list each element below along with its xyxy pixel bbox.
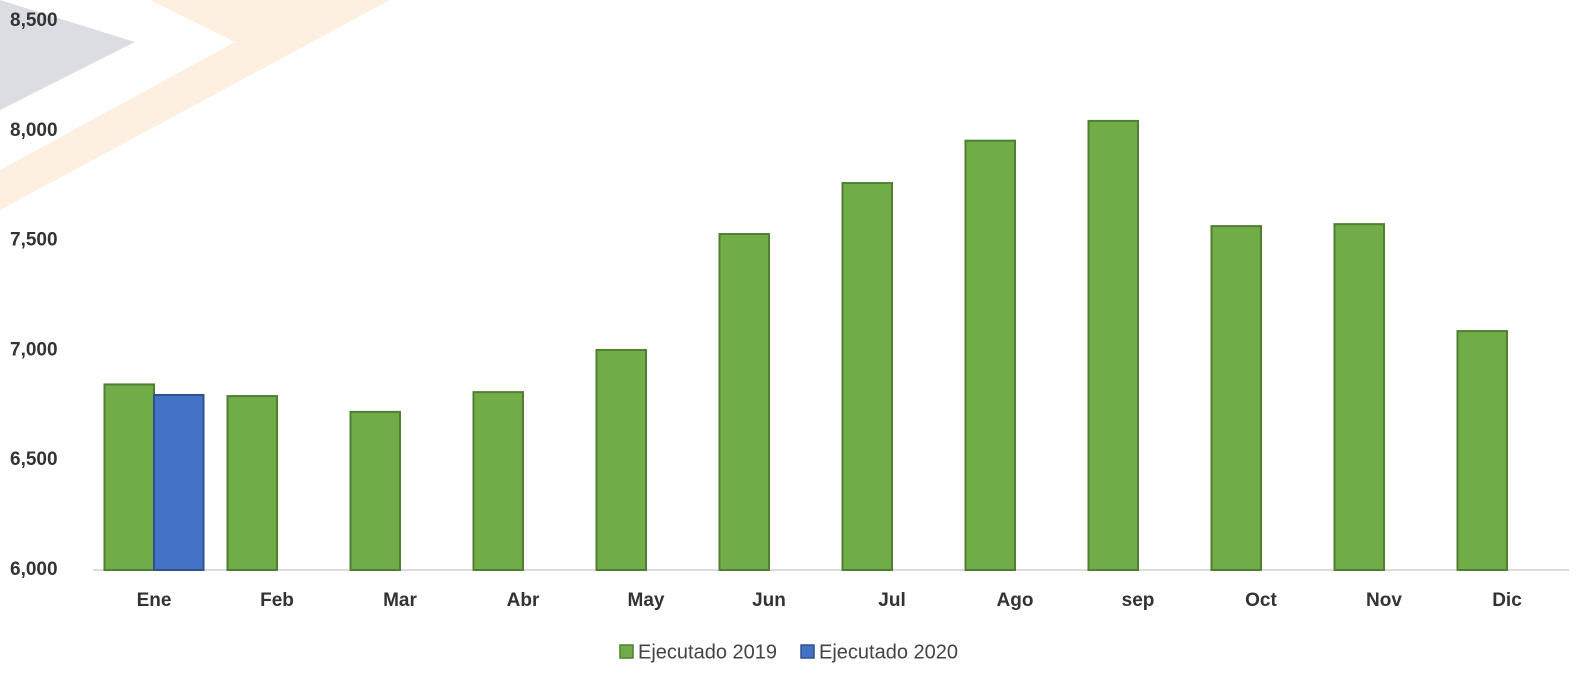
x-tick-label: Mar [383, 590, 417, 611]
bar [103, 383, 155, 571]
x-tick-label: Jun [752, 590, 786, 611]
bar [349, 410, 401, 571]
bar [1210, 225, 1262, 571]
x-tick-label: Nov [1366, 590, 1402, 611]
bar [841, 182, 893, 572]
bar [964, 139, 1016, 571]
x-tick-label: Ene [137, 590, 172, 611]
legend-label: Ejecutado 2019 [638, 641, 777, 663]
y-tick-label: 8,500 [10, 10, 58, 31]
legend-swatch [619, 644, 634, 659]
y-tick-label: 7,500 [10, 230, 58, 251]
y-tick-label: 7,000 [10, 339, 58, 360]
bar [595, 348, 647, 571]
decor-chevron [0, 0, 390, 210]
y-tick-label: 8,000 [10, 120, 58, 141]
legend-swatch [800, 644, 815, 659]
x-tick-label: Oct [1245, 590, 1277, 611]
decor-triangle [0, 0, 135, 110]
bar [472, 391, 524, 571]
x-tick-label: Dic [1492, 590, 1522, 611]
bar [226, 395, 278, 572]
x-tick-label: May [628, 590, 665, 611]
x-tick-label: Ago [997, 590, 1034, 611]
x-tick-label: Feb [260, 590, 294, 611]
x-tick-label: Abr [507, 590, 540, 611]
bar [153, 393, 205, 571]
bar [1087, 119, 1139, 571]
bar [1333, 223, 1385, 571]
y-tick-label: 6,500 [10, 449, 58, 470]
x-tick-label: Jul [878, 590, 905, 611]
legend-label: Ejecutado 2020 [819, 641, 958, 663]
x-tick-label: sep [1122, 590, 1155, 611]
y-tick-label: 6,000 [10, 559, 58, 580]
bar [1456, 330, 1508, 571]
bar [718, 233, 770, 571]
